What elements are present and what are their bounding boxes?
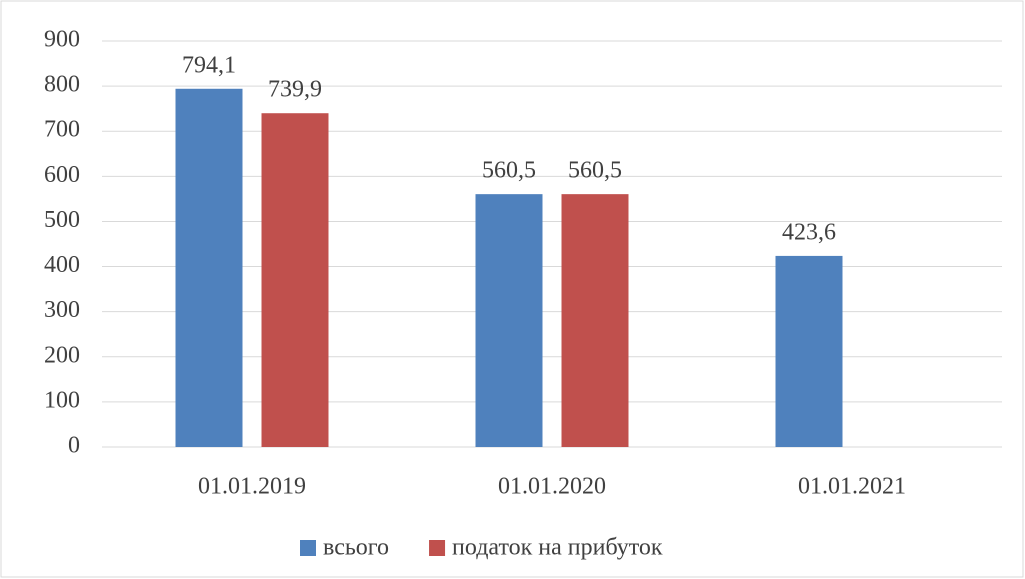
data-label: 739,9: [268, 77, 322, 103]
x-tick-label: 01.01.2020: [498, 474, 606, 500]
legend-swatch: [429, 540, 446, 556]
data-label: 423,6: [782, 219, 836, 245]
y-tick-label: 200: [44, 342, 80, 368]
legend-swatch: [300, 540, 316, 556]
bar: [561, 194, 629, 447]
x-tick-label: 01.01.2021: [798, 474, 906, 500]
bar: [175, 88, 243, 447]
y-tick-label: 100: [44, 387, 80, 413]
bar: [261, 113, 329, 447]
y-tick-label: 300: [44, 297, 80, 323]
y-tick-label: 500: [44, 207, 80, 233]
data-label: 560,5: [568, 158, 622, 184]
y-tick-label: 600: [44, 162, 80, 188]
bar: [475, 194, 543, 447]
data-label: 560,5: [482, 158, 536, 184]
y-tick-label: 800: [44, 72, 80, 98]
y-tick-label: 700: [44, 117, 80, 143]
x-tick-label: 01.01.2019: [198, 474, 306, 500]
data-label: 794,1: [182, 52, 236, 78]
legend-label: податок на прибуток: [452, 535, 663, 561]
legend-label: всього: [323, 535, 389, 561]
bar: [775, 255, 843, 447]
y-tick-label: 400: [44, 252, 80, 278]
y-tick-label: 0: [68, 433, 80, 459]
y-tick-label: 900: [44, 27, 80, 53]
